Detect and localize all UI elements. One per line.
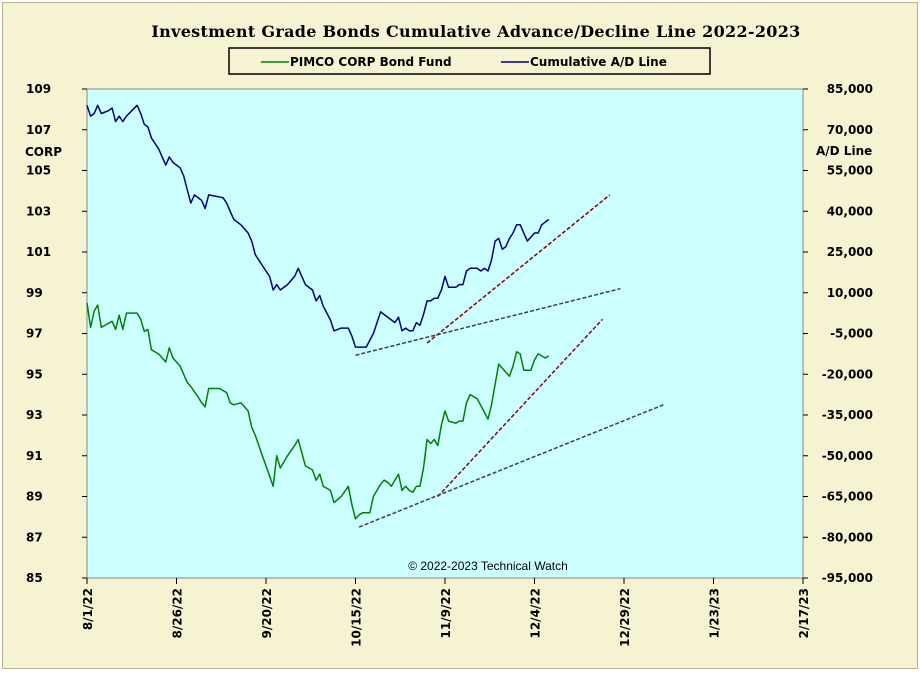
series-line-pimco-fund bbox=[86, 302, 550, 520]
left-tick-label: 105 bbox=[26, 164, 51, 178]
chart-title: Investment Grade Bonds Cumulative Advanc… bbox=[151, 22, 800, 41]
right-tick-label: -35,000 bbox=[822, 408, 873, 422]
trendline-4 bbox=[358, 404, 664, 528]
trendline-2 bbox=[355, 287, 621, 356]
x-tick-label: 8/1/22 bbox=[81, 588, 95, 630]
right-tick-label: 85,000 bbox=[827, 82, 873, 96]
x-axis-tick-labels: 8/1/22 8/26/22 9/20/22 10/15/22 11/9/22 12/4/… bbox=[81, 588, 811, 647]
x-tick-label: 10/15/22 bbox=[350, 588, 364, 647]
left-tick-label: 85 bbox=[26, 571, 43, 585]
chart: Investment Grade Bonds Cumulative Advanc… bbox=[25, 22, 873, 647]
axis-ticks bbox=[82, 88, 808, 584]
left-tick-label: 99 bbox=[26, 286, 43, 300]
right-axis-label: A/D Line bbox=[816, 144, 872, 158]
right-tick-label: -20,000 bbox=[822, 367, 873, 381]
left-tick-label: 107 bbox=[26, 123, 51, 137]
left-tick-label: 95 bbox=[26, 367, 43, 381]
legend-label-ad: Cumulative A/D Line bbox=[530, 55, 667, 69]
x-tick-label: 12/4/22 bbox=[529, 588, 543, 639]
right-tick-label: -50,000 bbox=[822, 449, 873, 463]
left-tick-label: 97 bbox=[26, 327, 43, 341]
right-tick-label: 10,000 bbox=[827, 286, 873, 300]
left-axis-tick-labels: 85 87 89 91 93 95 97 99 101 103 105 107 109 bbox=[26, 82, 51, 585]
left-tick-label: 103 bbox=[26, 204, 51, 218]
right-tick-label: -5,000 bbox=[830, 327, 873, 341]
x-tick-label: 1/23/23 bbox=[708, 588, 722, 639]
left-tick-label: 109 bbox=[26, 82, 51, 96]
series-lines bbox=[86, 104, 550, 520]
right-tick-label: 70,000 bbox=[827, 123, 873, 137]
right-tick-label: 40,000 bbox=[827, 204, 873, 218]
right-tick-label: -95,000 bbox=[822, 571, 873, 585]
trendlines bbox=[355, 194, 664, 528]
x-tick-label: 2/17/23 bbox=[797, 588, 811, 639]
trendline-3 bbox=[437, 318, 604, 498]
right-tick-label: -65,000 bbox=[822, 490, 873, 504]
left-tick-label: 89 bbox=[26, 490, 43, 504]
right-tick-label: 25,000 bbox=[827, 245, 873, 259]
x-tick-label: 12/29/22 bbox=[618, 588, 632, 647]
x-tick-label: 11/9/22 bbox=[439, 588, 453, 639]
legend-label-fund: PIMCO CORP Bond Fund bbox=[290, 55, 452, 69]
left-axis-label: CORP bbox=[25, 145, 62, 159]
x-tick-label: 9/20/22 bbox=[260, 588, 274, 639]
trendline-1 bbox=[426, 194, 611, 344]
right-tick-label: -80,000 bbox=[822, 530, 873, 544]
legend-box bbox=[228, 47, 711, 75]
right-axis-tick-labels: -95,000 -80,000 -65,000 -50,000 -35,000 -20,0… bbox=[822, 82, 873, 585]
left-tick-label: 101 bbox=[26, 245, 51, 259]
x-tick-label: 8/26/22 bbox=[171, 588, 185, 639]
left-tick-label: 87 bbox=[26, 530, 43, 544]
legend: PIMCO CORP Bond Fund Cumulative A/D Line bbox=[228, 47, 711, 75]
left-tick-label: 93 bbox=[26, 408, 43, 422]
left-tick-label: 91 bbox=[26, 449, 43, 463]
series-line-ad-line bbox=[86, 104, 550, 348]
right-tick-label: 55,000 bbox=[827, 164, 873, 178]
copyright-text: © 2022-2023 Technical Watch bbox=[408, 559, 568, 573]
